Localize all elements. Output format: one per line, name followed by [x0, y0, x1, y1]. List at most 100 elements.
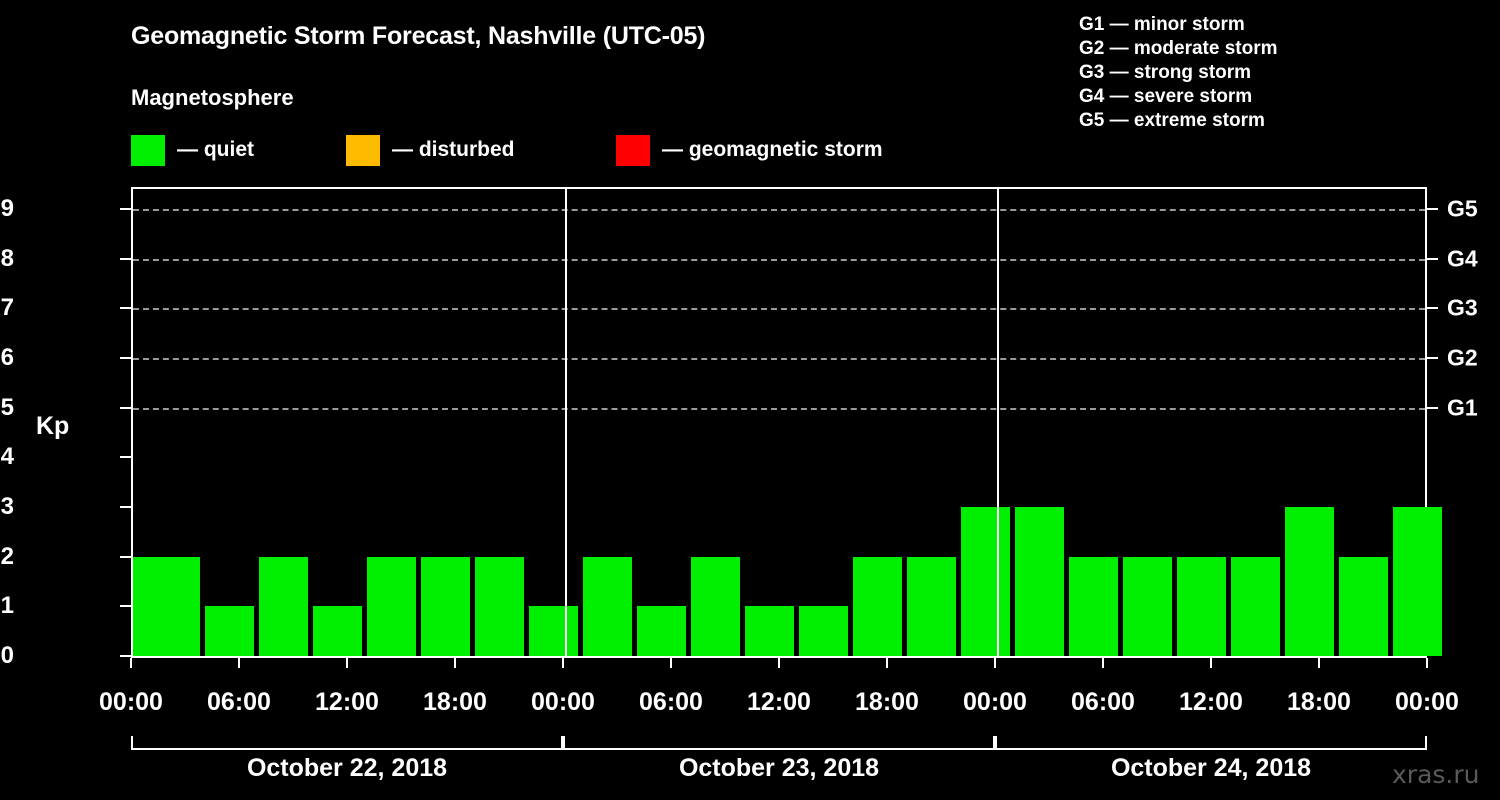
x-axis-tick-label: 18:00	[423, 688, 487, 716]
gridline	[133, 407, 1425, 410]
y-axis-tick-label: 9	[0, 194, 14, 222]
day-bracket	[995, 736, 1427, 750]
x-axis-tick	[670, 658, 672, 668]
g-scale-legend: G1 — minor storm G2 — moderate storm G3 …	[1079, 13, 1409, 133]
x-axis-tick	[1210, 658, 1212, 668]
gridline	[133, 357, 1425, 360]
g-axis-tick	[1427, 307, 1438, 310]
bar	[421, 556, 470, 656]
day-label: October 24, 2018	[1110, 754, 1312, 782]
legend-item-label: — geomagnetic storm	[662, 138, 883, 161]
gridline	[133, 208, 1425, 211]
y-axis-tick	[120, 207, 131, 210]
g-scale-line-g1: G1 — minor storm	[1079, 14, 1245, 35]
x-axis-tick	[346, 658, 348, 668]
legend-item-label: — quiet	[177, 138, 254, 161]
g-scale-line-g2: G2 — moderate storm	[1079, 38, 1278, 59]
bar	[583, 556, 632, 656]
x-axis-tick	[238, 658, 240, 668]
x-axis-tick	[778, 658, 780, 668]
bar	[475, 556, 524, 656]
day-divider	[997, 189, 999, 656]
bar	[853, 556, 902, 656]
bar	[1123, 556, 1172, 656]
y-axis-tick	[120, 655, 131, 657]
bar	[1069, 556, 1118, 656]
x-axis-tick	[1318, 658, 1320, 668]
legend-item-geomagnetic-storm: — geomagnetic storm	[616, 133, 883, 167]
y-axis-tick	[120, 406, 131, 409]
day-label: October 22, 2018	[246, 754, 448, 782]
quiet-color-swatch	[131, 134, 165, 166]
legend-item-label: — disturbed	[392, 138, 515, 161]
bar	[1015, 506, 1064, 656]
x-axis-tick-label: 06:00	[639, 688, 703, 716]
bar	[691, 556, 740, 656]
y-axis-tick-label: 6	[0, 343, 14, 371]
legend-heading: Magnetosphere	[131, 85, 294, 110]
day-label: October 23, 2018	[678, 754, 880, 782]
y-axis-tick	[120, 456, 131, 459]
g-scale-line-g4: G4 — severe storm	[1079, 86, 1253, 107]
g-axis-tick	[1427, 356, 1438, 359]
g-scale-line-g5: G5 — extreme storm	[1079, 110, 1265, 131]
bar	[1177, 556, 1226, 656]
y-axis-tick-label: 4	[0, 443, 14, 471]
y-axis-title: Kp	[36, 412, 70, 440]
y-axis-tick-label: 5	[0, 393, 14, 421]
bar	[907, 556, 956, 656]
gridline	[133, 258, 1425, 261]
geomagnetic-storm-color-swatch	[616, 134, 650, 166]
y-axis-tick-label: 3	[0, 492, 14, 520]
y-axis-tick	[120, 505, 131, 508]
bar	[259, 556, 308, 656]
x-axis-tick	[454, 658, 456, 668]
y-axis-tick	[120, 356, 131, 359]
x-axis-tick-label: 00:00	[963, 688, 1027, 716]
x-axis-tick-label: 00:00	[99, 688, 163, 716]
y-axis-tick-label: 0	[0, 642, 14, 669]
g-axis-tick-label: G4	[1447, 245, 1478, 272]
g-axis-tick-label: G5	[1447, 195, 1478, 222]
bar	[745, 606, 794, 656]
bar	[799, 606, 848, 656]
x-axis-tick-label: 00:00	[1395, 688, 1459, 716]
watermark: xras.ru	[1392, 760, 1480, 789]
x-axis-tick-label: 12:00	[1179, 688, 1243, 716]
bar	[529, 606, 578, 656]
day-bracket	[563, 736, 995, 750]
disturbed-color-swatch	[346, 134, 380, 166]
g-axis-tick	[1427, 406, 1438, 409]
x-axis-tick-label: 12:00	[315, 688, 379, 716]
y-axis-tick-label: 2	[0, 542, 14, 570]
bar	[1231, 556, 1280, 656]
legend-item-quiet: — quiet	[131, 133, 254, 167]
bar	[1339, 556, 1388, 656]
x-axis-tick	[130, 658, 132, 668]
x-axis-tick-label: 18:00	[1287, 688, 1351, 716]
plot-inner	[133, 189, 1442, 656]
x-axis-tick-label: 06:00	[207, 688, 271, 716]
day-divider	[565, 189, 567, 656]
plot-area	[131, 187, 1442, 658]
bar	[205, 606, 254, 656]
day-bracket	[131, 736, 563, 750]
gridline	[133, 308, 1425, 311]
g-axis-tick-label: G2	[1447, 344, 1478, 371]
g-axis-tick	[1427, 207, 1438, 210]
x-axis-tick	[886, 658, 888, 668]
g-axis-tick-label: G1	[1447, 394, 1478, 421]
y-axis-tick-label: 7	[0, 294, 14, 322]
bar	[313, 606, 362, 656]
bar	[961, 506, 1010, 656]
y-axis-tick	[120, 555, 131, 558]
x-axis-tick-label: 18:00	[855, 688, 919, 716]
x-axis-tick-label: 06:00	[1071, 688, 1135, 716]
bar	[1285, 506, 1334, 656]
g-axis-tick-label: G3	[1447, 294, 1478, 321]
y-axis-tick	[120, 605, 131, 608]
g-axis-tick	[1427, 257, 1438, 260]
bar	[637, 606, 686, 656]
bar	[367, 556, 416, 656]
